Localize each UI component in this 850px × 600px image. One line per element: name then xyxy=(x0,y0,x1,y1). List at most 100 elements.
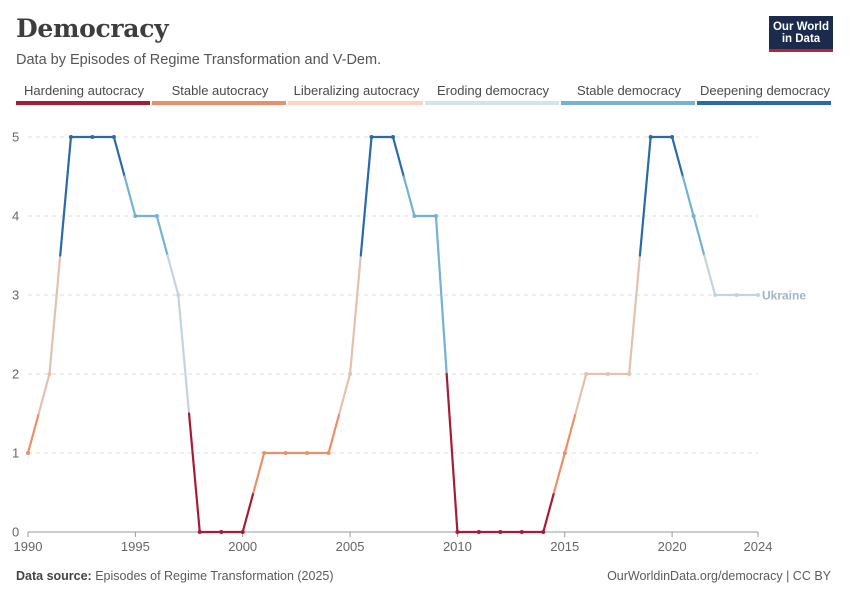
data-point xyxy=(605,372,610,376)
data-point xyxy=(455,530,460,534)
data-point xyxy=(391,135,395,139)
series-segment xyxy=(155,214,169,257)
data-point xyxy=(283,451,288,455)
series-segment xyxy=(48,254,62,376)
data-source-text[interactable]: Episodes of Regime Transformation (2025) xyxy=(95,569,334,583)
legend-swatch[interactable] xyxy=(697,101,831,105)
data-point xyxy=(756,293,760,297)
series-segment xyxy=(252,451,266,494)
data-point xyxy=(562,451,567,455)
legend-swatch[interactable] xyxy=(288,101,423,105)
data-point xyxy=(433,214,438,218)
series-segment xyxy=(671,135,684,178)
y-tick-label: 5 xyxy=(12,130,19,145)
footer-credit[interactable]: OurWorldinData.org/democracy | CC BY xyxy=(607,569,831,583)
series-segment xyxy=(187,412,201,534)
data-point xyxy=(133,214,138,218)
legend-label[interactable]: Liberalizing autocracy xyxy=(293,83,420,98)
series-segment xyxy=(338,372,352,415)
data-point xyxy=(111,135,116,139)
series-segment xyxy=(241,491,255,534)
series-segment xyxy=(574,372,588,415)
series-segment xyxy=(359,135,373,257)
data-point xyxy=(47,372,52,376)
data-source-label: Data source: xyxy=(16,569,92,583)
data-point xyxy=(476,530,481,534)
series-segment xyxy=(123,175,137,218)
y-tick-label: 2 xyxy=(12,367,19,382)
logo-line-2: in Data xyxy=(781,33,821,45)
series-segment xyxy=(542,491,556,534)
legend-label[interactable]: Eroding democracy xyxy=(437,83,549,98)
data-point xyxy=(713,293,718,297)
data-point xyxy=(240,530,245,534)
data-point xyxy=(154,214,159,218)
data-point xyxy=(90,135,95,139)
data-point xyxy=(498,530,503,534)
data-point xyxy=(648,135,653,139)
data-point xyxy=(691,214,696,218)
x-tick-label: 1990 xyxy=(14,539,43,554)
x-tick-label: 2015 xyxy=(550,539,579,554)
y-tick-label: 3 xyxy=(12,288,19,303)
y-tick-label: 0 xyxy=(12,525,19,540)
legend-label[interactable]: Hardening autocracy xyxy=(24,83,144,98)
series-segment xyxy=(166,254,180,297)
legend-swatch[interactable] xyxy=(152,101,286,105)
data-point xyxy=(412,214,417,218)
data-point xyxy=(584,372,589,376)
chart-subtitle: Data by Episodes of Regime Transformatio… xyxy=(16,52,382,68)
owid-logo[interactable]: Our World in Data xyxy=(769,16,833,52)
series-segment xyxy=(391,135,405,178)
legend-swatch[interactable] xyxy=(561,101,695,105)
data-point xyxy=(519,530,524,534)
series-segment xyxy=(628,254,642,376)
series-label-ukraine: Ukraine xyxy=(762,289,806,303)
data-point xyxy=(26,451,30,455)
series-segment xyxy=(638,135,652,257)
legend-label[interactable]: Deepening democracy xyxy=(699,83,831,98)
data-point xyxy=(670,135,675,139)
series-segment xyxy=(177,293,191,415)
x-tick-label: 1995 xyxy=(121,539,150,554)
data-point xyxy=(197,530,202,534)
y-tick-label: 1 xyxy=(12,446,19,461)
data-point xyxy=(369,135,374,139)
series-segment xyxy=(112,135,126,178)
series-segment xyxy=(552,451,566,494)
legend-label[interactable]: Stable autocracy xyxy=(171,83,269,98)
series-segment xyxy=(681,175,695,218)
data-source: Data source: Episodes of Regime Transfor… xyxy=(16,569,334,583)
data-point xyxy=(627,372,632,376)
data-point xyxy=(348,372,353,376)
data-point xyxy=(219,530,224,534)
x-tick-label: 2024 xyxy=(744,539,773,554)
series-segment xyxy=(703,254,717,297)
x-tick-label: 2000 xyxy=(228,539,257,554)
data-point xyxy=(541,530,546,534)
x-tick-label: 2020 xyxy=(658,539,687,554)
data-point xyxy=(305,451,310,455)
legend-swatch[interactable] xyxy=(425,101,559,105)
data-point xyxy=(262,451,267,455)
series-segment xyxy=(26,412,40,455)
series-segment xyxy=(434,214,448,376)
x-tick-label: 2005 xyxy=(336,539,365,554)
series-segment xyxy=(348,254,362,376)
data-point xyxy=(176,293,181,297)
series-segment xyxy=(402,175,416,218)
series-segment xyxy=(445,372,459,534)
y-tick-label: 4 xyxy=(12,209,19,224)
x-tick-label: 2010 xyxy=(443,539,472,554)
series-segment xyxy=(59,135,73,257)
data-point xyxy=(734,293,739,297)
series-segment xyxy=(563,412,577,455)
series-segment xyxy=(327,412,341,455)
legend-label[interactable]: Stable democracy xyxy=(576,83,682,98)
data-point xyxy=(326,451,331,455)
chart-title: Democracy xyxy=(16,14,169,43)
data-point xyxy=(68,135,73,139)
series-segment xyxy=(692,214,706,257)
legend-swatch[interactable] xyxy=(16,101,150,105)
